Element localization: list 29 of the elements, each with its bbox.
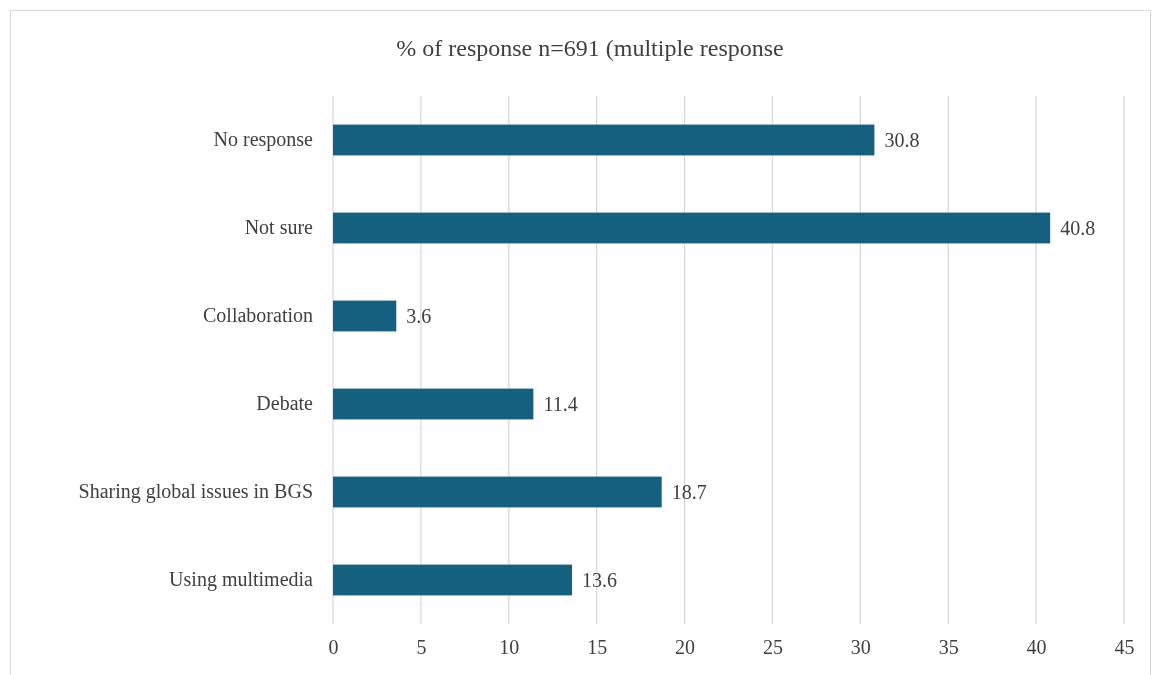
x-tick-label: 15 [587, 636, 608, 659]
y-tick-label: No response [213, 128, 314, 152]
bar [333, 388, 534, 420]
bar [333, 476, 662, 508]
x-tick-label: 35 [938, 636, 959, 659]
y-tick-label: Debate [256, 392, 314, 415]
bar [333, 300, 397, 332]
x-tick-label: 25 [762, 636, 783, 659]
x-tick-label: 20 [675, 636, 696, 659]
y-tick-label: Collaboration [203, 304, 313, 327]
data-label: 3.6 [406, 305, 432, 327]
x-tick-label: 40 [1026, 636, 1047, 659]
bar [333, 564, 573, 596]
data-label: 40.8 [1060, 217, 1096, 239]
data-label: 18.7 [671, 481, 707, 503]
x-tick-label: 45 [1114, 636, 1135, 659]
y-tick-label: Sharing global issues in BGS [78, 480, 313, 504]
y-tick-label: Not sure [244, 216, 314, 239]
bar [333, 124, 875, 156]
bar [333, 212, 1051, 244]
y-tick-label: Using multimedia [169, 568, 314, 592]
x-tick-label: 10 [499, 636, 520, 659]
x-tick-label: 0 [328, 636, 339, 659]
x-tick-label: 30 [850, 636, 871, 659]
data-label: 11.4 [543, 393, 578, 415]
x-tick-label: 5 [416, 636, 427, 659]
data-label: 30.8 [884, 129, 920, 151]
data-label: 13.6 [582, 569, 618, 591]
chart-title: % of response n=691 (multiple response [396, 35, 784, 61]
